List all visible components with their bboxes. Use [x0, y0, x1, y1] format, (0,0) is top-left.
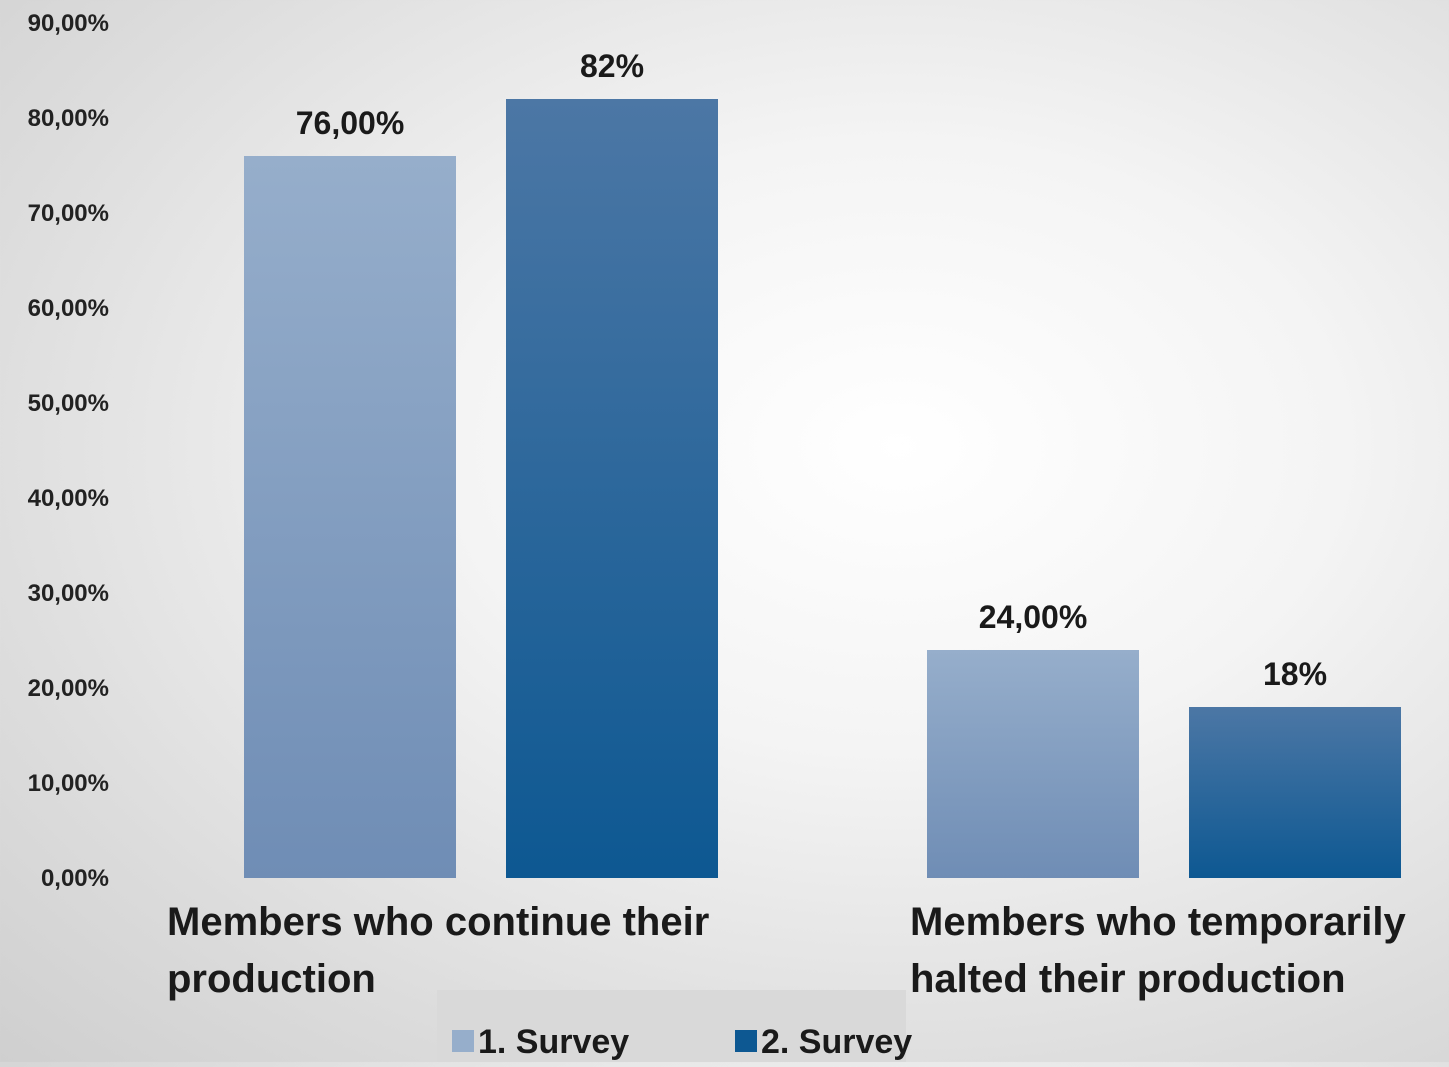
bars: [244, 99, 1401, 878]
legend-label: 1. Survey: [478, 1023, 629, 1061]
y-tick-label: 90,00%: [28, 10, 109, 37]
data-label: 18%: [1263, 656, 1327, 692]
y-tick-label: 0,00%: [41, 865, 109, 892]
bar-series-2-category-1: [506, 99, 718, 878]
category-label: Members who temporarily halted their prod…: [910, 900, 1406, 1001]
bar-series-1-category-2: [927, 650, 1139, 878]
data-label: 82%: [580, 48, 644, 84]
legend-box: [437, 990, 906, 1062]
y-tick-label: 60,00%: [28, 295, 109, 322]
data-labels: 76,00% 82% 24,00% 18%: [296, 48, 1327, 692]
y-tick-label: 40,00%: [28, 485, 109, 512]
legend: 1. Survey 2. Survey: [437, 990, 912, 1062]
bar-series-1-category-1: [244, 156, 456, 878]
category-labels: Members who continue their production Memb…: [167, 900, 1406, 1001]
legend-label: 2. Survey: [761, 1023, 912, 1061]
y-tick-label: 80,00%: [28, 105, 109, 132]
y-tick-label: 20,00%: [28, 675, 109, 702]
y-tick-label: 10,00%: [28, 770, 109, 797]
y-tick-label: 50,00%: [28, 390, 109, 417]
legend-swatch-series-1: [452, 1030, 474, 1052]
y-tick-label: 30,00%: [28, 580, 109, 607]
data-label: 76,00%: [296, 105, 405, 141]
data-label: 24,00%: [979, 599, 1088, 635]
y-tick-label: 70,00%: [28, 200, 109, 227]
y-axis: 0,00% 10,00% 20,00% 30,00% 40,00% 50,00% 60,00…: [28, 10, 109, 892]
bar-series-2-category-2: [1189, 707, 1401, 878]
legend-swatch-series-2: [735, 1030, 757, 1052]
category-label: Members who continue their production: [167, 900, 709, 1001]
